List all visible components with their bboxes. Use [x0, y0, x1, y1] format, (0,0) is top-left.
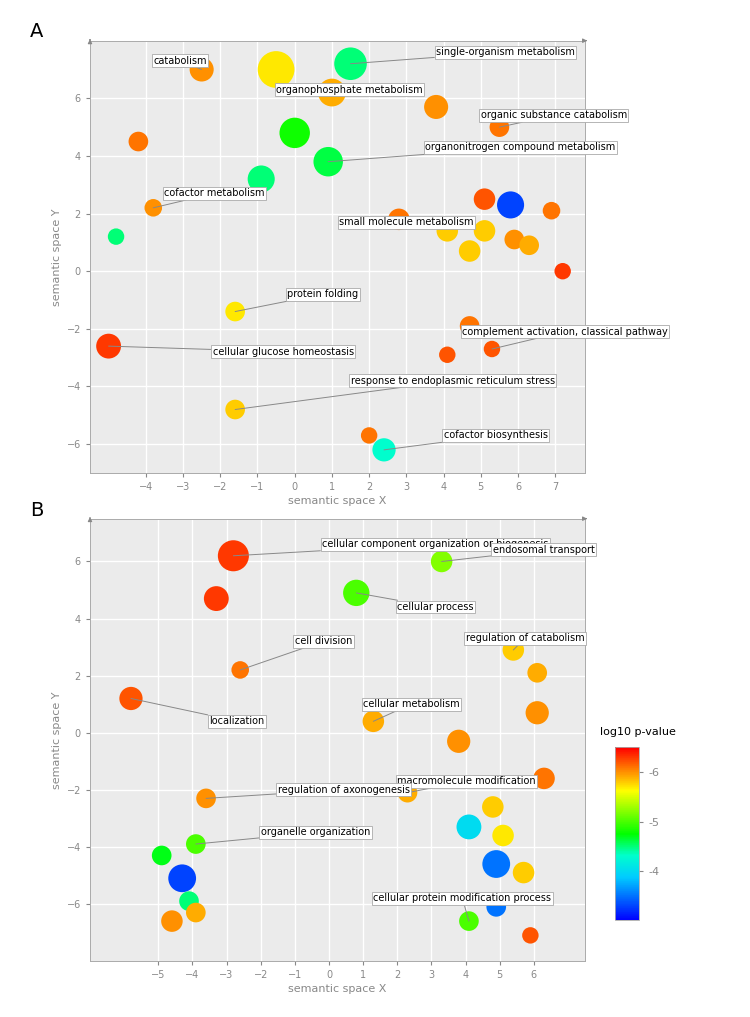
- Point: [210, 591, 222, 607]
- Point: [524, 928, 536, 944]
- Point: [234, 662, 246, 678]
- Point: [190, 836, 202, 852]
- Point: [166, 913, 178, 930]
- Point: [487, 798, 499, 815]
- Point: [255, 171, 267, 187]
- Point: [478, 191, 490, 207]
- Point: [441, 347, 453, 363]
- Point: [103, 338, 115, 354]
- Text: log10 p-value: log10 p-value: [600, 727, 676, 737]
- Point: [230, 402, 242, 418]
- Text: cofactor metabolism: cofactor metabolism: [153, 188, 265, 207]
- Text: organelle organization: organelle organization: [196, 828, 370, 844]
- Point: [486, 341, 498, 357]
- Point: [363, 427, 375, 443]
- Point: [430, 99, 442, 115]
- Point: [464, 243, 476, 259]
- Text: single-organism metabolism: single-organism metabolism: [350, 47, 575, 64]
- Point: [436, 553, 448, 570]
- Point: [538, 770, 550, 786]
- Point: [230, 303, 242, 319]
- Point: [368, 713, 380, 729]
- Text: response to endoplasmic reticulum stress: response to endoplasmic reticulum stress: [236, 375, 555, 410]
- Point: [183, 893, 195, 909]
- Text: B: B: [30, 501, 44, 521]
- Point: [509, 231, 520, 247]
- Point: [326, 84, 338, 101]
- Text: organic substance catabolism: organic substance catabolism: [481, 111, 627, 127]
- Text: protein folding: protein folding: [236, 289, 358, 311]
- Text: organonitrogen compound metabolism: organonitrogen compound metabolism: [328, 142, 615, 162]
- Point: [110, 229, 122, 245]
- Text: cofactor biosynthesis: cofactor biosynthesis: [384, 430, 548, 450]
- Point: [531, 665, 543, 681]
- Point: [463, 819, 475, 835]
- Point: [490, 856, 502, 873]
- Point: [531, 705, 543, 721]
- Point: [524, 237, 536, 253]
- Text: cellular component organization or biogenesis: cellular component organization or bioge…: [233, 539, 548, 555]
- Point: [545, 202, 557, 219]
- Point: [441, 223, 453, 239]
- Point: [464, 317, 476, 334]
- X-axis label: semantic space X: semantic space X: [288, 984, 387, 995]
- Text: regulation of axonogenesis: regulation of axonogenesis: [206, 785, 410, 798]
- Text: macromolecule modification: macromolecule modification: [398, 776, 536, 792]
- X-axis label: semantic space X: semantic space X: [288, 496, 387, 506]
- Point: [401, 784, 413, 800]
- Point: [507, 642, 519, 658]
- Point: [196, 61, 208, 77]
- Point: [494, 119, 506, 135]
- Point: [556, 263, 568, 280]
- Point: [227, 547, 239, 563]
- Point: [350, 585, 362, 601]
- Text: cellular metabolism: cellular metabolism: [363, 699, 460, 721]
- Text: small molecule metabolism: small molecule metabolism: [339, 217, 474, 227]
- Y-axis label: semantic space Y: semantic space Y: [53, 208, 62, 305]
- Text: organophosphate metabolism: organophosphate metabolism: [276, 84, 423, 95]
- Point: [125, 691, 137, 707]
- Point: [322, 154, 334, 170]
- Point: [200, 790, 212, 806]
- Point: [463, 913, 475, 930]
- Y-axis label: semantic space Y: semantic space Y: [53, 692, 62, 788]
- Point: [478, 223, 490, 239]
- Text: cellular glucose homeostasis: cellular glucose homeostasis: [109, 346, 354, 357]
- Text: complement activation, classical pathway: complement activation, classical pathway: [462, 326, 668, 349]
- Point: [270, 61, 282, 77]
- Point: [289, 125, 301, 141]
- Text: regulation of catabolism: regulation of catabolism: [466, 634, 584, 650]
- Text: catabolism: catabolism: [153, 56, 207, 69]
- Text: cellular process: cellular process: [356, 593, 474, 612]
- Point: [156, 847, 168, 863]
- Point: [497, 828, 509, 844]
- Text: localization: localization: [131, 699, 265, 726]
- Point: [344, 56, 356, 72]
- Point: [190, 904, 202, 920]
- Point: [490, 899, 502, 915]
- Point: [393, 212, 405, 228]
- Text: endosomal transport: endosomal transport: [442, 545, 595, 561]
- Text: cellular protein modification process: cellular protein modification process: [374, 893, 551, 921]
- Point: [176, 871, 188, 887]
- Point: [505, 197, 517, 214]
- Point: [518, 864, 530, 881]
- Point: [378, 441, 390, 458]
- Point: [133, 133, 145, 149]
- Point: [147, 199, 159, 216]
- Point: [453, 733, 465, 750]
- Text: cell division: cell division: [240, 637, 352, 670]
- Text: A: A: [30, 22, 44, 42]
